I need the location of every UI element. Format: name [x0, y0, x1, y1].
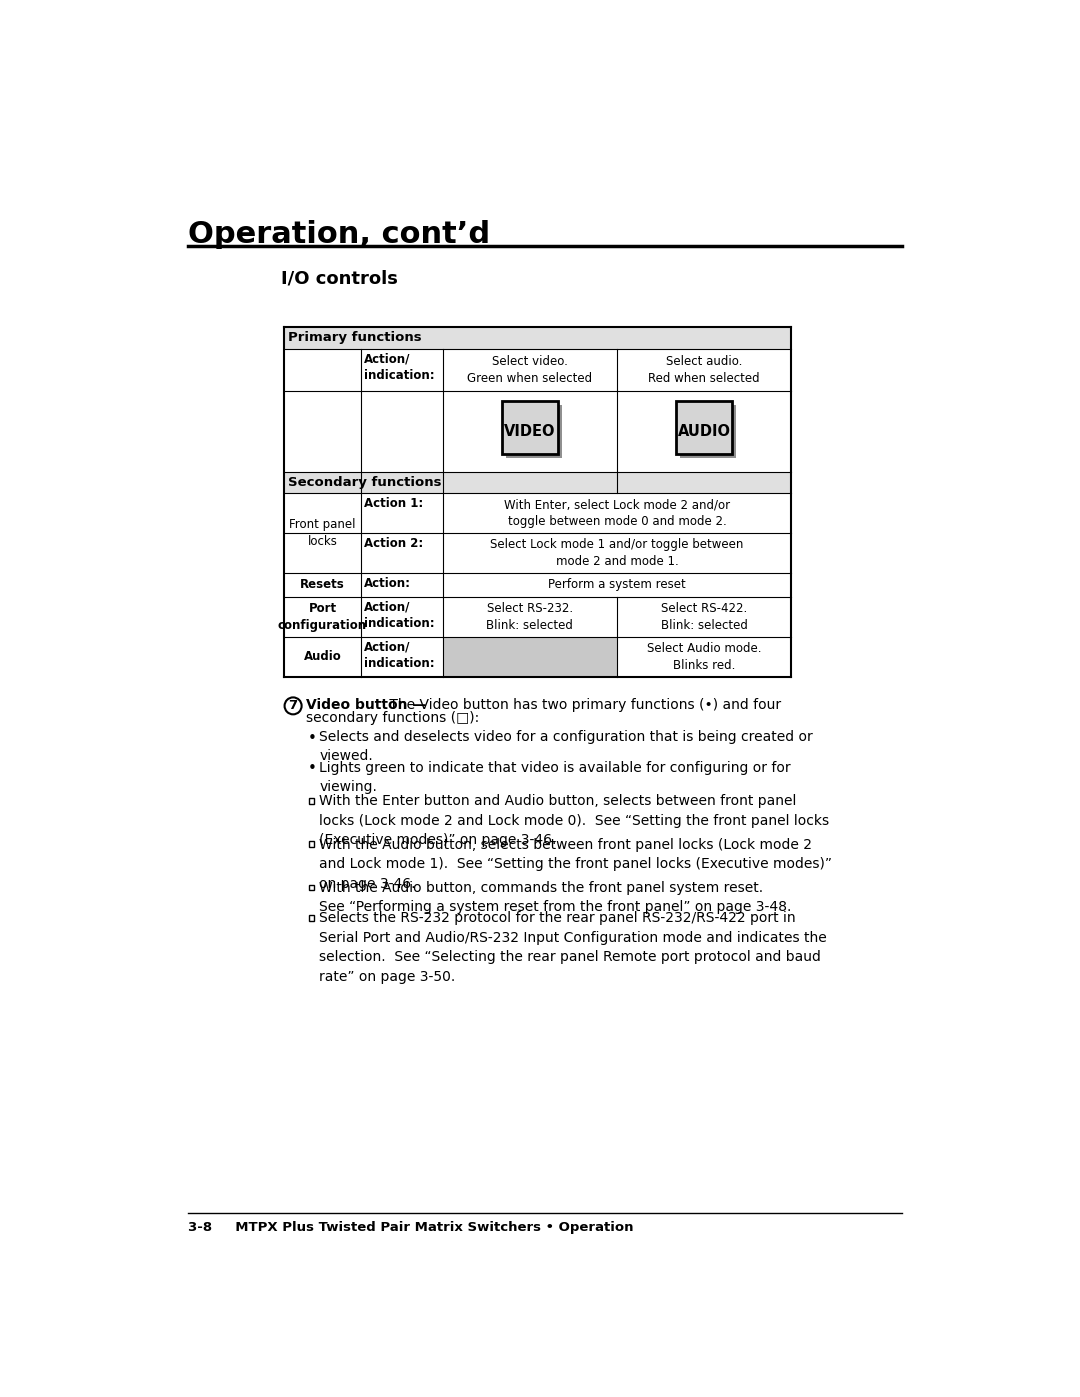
- Circle shape: [284, 697, 301, 714]
- Text: secondary functions (□):: secondary functions (□):: [306, 711, 478, 725]
- Text: Select Audio mode.
Blinks red.: Select Audio mode. Blinks red.: [647, 641, 761, 672]
- Bar: [284, 327, 792, 349]
- Text: Video button —: Video button —: [306, 698, 426, 712]
- Text: Action/
indication:: Action/ indication:: [364, 601, 435, 630]
- Text: Select video.
Green when selected: Select video. Green when selected: [468, 355, 593, 384]
- Text: 7: 7: [288, 700, 298, 712]
- Text: •: •: [308, 731, 316, 746]
- Text: Selects the RS-232 protocol for the rear panel RS-232/RS-422 port in
Serial Port: Selects the RS-232 protocol for the rear…: [320, 911, 827, 983]
- Text: Select RS-422.
Blink: selected: Select RS-422. Blink: selected: [661, 602, 747, 631]
- Bar: [284, 472, 792, 493]
- Text: Action:: Action:: [364, 577, 411, 591]
- Text: Secondary functions: Secondary functions: [287, 475, 441, 489]
- Bar: [443, 637, 617, 676]
- Text: Action/
indication:: Action/ indication:: [364, 640, 435, 671]
- Bar: [284, 472, 792, 493]
- Text: With the Audio button, commands the front panel system reset.
See “Performing a : With the Audio button, commands the fron…: [320, 880, 792, 914]
- Text: With Enter, select Lock mode 2 and/or
toggle between mode 0 and mode 2.: With Enter, select Lock mode 2 and/or to…: [504, 499, 730, 528]
- Bar: [680, 405, 735, 458]
- Bar: [309, 884, 314, 890]
- Text: Lights green to indicate that video is available for configuring or for
viewing.: Lights green to indicate that video is a…: [320, 760, 791, 793]
- Text: Operation, cont’d: Operation, cont’d: [188, 219, 490, 249]
- Text: Select Lock mode 1 and/or toggle between
mode 2 and mode 1.: Select Lock mode 1 and/or toggle between…: [490, 538, 744, 569]
- Text: •: •: [308, 761, 316, 777]
- Text: Audio: Audio: [303, 650, 341, 664]
- Bar: [676, 401, 732, 454]
- Bar: [502, 401, 557, 454]
- Bar: [309, 915, 314, 921]
- Text: Action 1:: Action 1:: [364, 497, 423, 510]
- Text: The Video button has two primary functions (•) and four: The Video button has two primary functio…: [386, 698, 782, 712]
- Text: With the Audio button, selects between front panel locks (Lock mode 2
and Lock m: With the Audio button, selects between f…: [320, 838, 833, 890]
- Bar: [309, 841, 314, 847]
- Text: AUDIO: AUDIO: [678, 423, 731, 439]
- Text: I/O controls: I/O controls: [281, 270, 397, 288]
- Bar: [284, 327, 792, 349]
- Text: Action 2:: Action 2:: [364, 538, 423, 550]
- Text: Front panel
locks: Front panel locks: [289, 518, 355, 549]
- Bar: [443, 637, 617, 676]
- Text: Resets: Resets: [300, 578, 345, 591]
- Text: Select RS-232.
Blink: selected: Select RS-232. Blink: selected: [486, 602, 573, 631]
- Text: Primary functions: Primary functions: [287, 331, 421, 344]
- Text: Perform a system reset: Perform a system reset: [549, 578, 686, 591]
- Text: Selects and deselects video for a configuration that is being created or
viewed.: Selects and deselects video for a config…: [320, 729, 813, 763]
- Bar: [309, 798, 314, 803]
- Text: Select audio.
Red when selected: Select audio. Red when selected: [648, 355, 760, 384]
- Text: VIDEO: VIDEO: [504, 423, 555, 439]
- Text: With the Enter button and Audio button, selects between front panel
locks (Lock : With the Enter button and Audio button, …: [320, 795, 829, 848]
- Bar: [284, 327, 792, 676]
- Text: Action/
indication:: Action/ indication:: [364, 352, 435, 383]
- Bar: [505, 405, 562, 458]
- Text: 3-8     MTPX Plus Twisted Pair Matrix Switchers • Operation: 3-8 MTPX Plus Twisted Pair Matrix Switch…: [188, 1221, 633, 1234]
- Text: Port
configuration: Port configuration: [278, 602, 367, 631]
